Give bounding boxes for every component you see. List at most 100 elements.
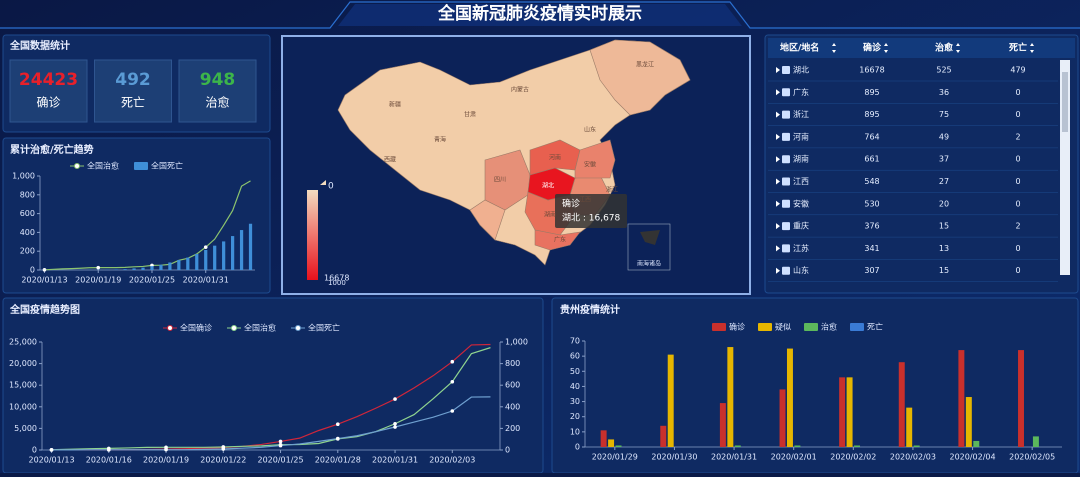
legend-swatch — [850, 323, 864, 331]
region-icon — [782, 88, 790, 96]
x-tick-label: 2020/01/22 — [200, 456, 246, 465]
y-tick-label: 600 — [20, 209, 35, 218]
table-cell: 661 — [864, 155, 879, 164]
visual-map-max-label: 0 — [328, 182, 334, 192]
map-label: 山东 — [584, 126, 596, 134]
y-tick-label: 0 — [30, 266, 35, 275]
table-panel — [765, 35, 1078, 293]
bar — [720, 403, 726, 447]
region-name: 湖北 — [793, 66, 809, 75]
table-cell: 0 — [1015, 155, 1020, 164]
region-name: 江苏 — [793, 243, 809, 253]
map-label: 浙江 — [606, 186, 618, 194]
table-cell: 0 — [1015, 177, 1020, 186]
chart-title: 全国疫情趋势图 — [9, 303, 80, 316]
scroll-thumb[interactable] — [1062, 72, 1068, 132]
x-tick-label: 2020/01/19 — [75, 276, 121, 285]
table-cell: 49 — [939, 132, 949, 141]
table-cell: 307 — [864, 266, 879, 275]
tooltip-text: 湖北 : 16,678 — [562, 213, 621, 224]
region-name: 浙江 — [793, 109, 809, 119]
bar — [240, 230, 243, 270]
map-label: 甘肃 — [464, 111, 476, 119]
x-tick-label: 2020/02/02 — [830, 453, 876, 462]
table-cell: 0 — [1015, 199, 1020, 208]
legend-swatch — [758, 323, 772, 331]
table-cell: 341 — [864, 244, 879, 253]
y2-tick-label: 200 — [505, 424, 520, 433]
bar — [966, 397, 972, 447]
x-tick-label: 2020/01/31 — [183, 276, 229, 285]
stat-label: 确诊 — [36, 96, 60, 110]
region-name: 河南 — [793, 131, 809, 141]
y-tick-label: 5,000 — [14, 424, 37, 433]
y-tick-label: 10,000 — [9, 402, 37, 411]
table-cell: 525 — [936, 66, 951, 75]
x-tick-label: 2020/01/13 — [21, 276, 67, 285]
bar — [231, 236, 234, 270]
bar — [839, 377, 845, 447]
region-icon — [782, 111, 790, 119]
y-tick-label: 400 — [20, 228, 35, 237]
legend-marker — [75, 164, 80, 169]
y-tick-label: 20 — [570, 412, 580, 421]
region-icon — [782, 178, 790, 186]
chart-title: 累计治愈/死亡趋势 — [10, 143, 94, 156]
bar — [141, 268, 144, 270]
line-marker — [50, 448, 54, 452]
bar — [794, 445, 800, 447]
y-tick-label: 20,000 — [9, 359, 37, 368]
map-label: 广东 — [554, 236, 566, 244]
stat-value: 492 — [115, 70, 151, 90]
region-icon — [782, 133, 790, 141]
region-icon — [782, 66, 790, 74]
stats-title: 全国数据统计 — [9, 39, 70, 52]
line-marker — [279, 440, 283, 444]
legend-label: 全国确诊 — [180, 323, 212, 333]
bar — [668, 355, 674, 447]
y-tick-label: 200 — [20, 247, 35, 256]
table-cell: 20 — [939, 199, 949, 208]
table-column-header: 地区/地名 — [780, 42, 819, 54]
bar — [616, 445, 622, 447]
x-tick-label: 2020/01/13 — [28, 456, 74, 465]
line-marker — [336, 422, 340, 426]
bar — [195, 254, 198, 270]
line-marker — [450, 380, 454, 384]
map-label: 青海 — [434, 136, 446, 144]
stat-value: 24423 — [19, 70, 78, 90]
legend-label: 全国治愈 — [87, 161, 119, 171]
table-column-header: 死亡 — [1008, 42, 1027, 54]
bar — [222, 241, 225, 270]
map-label: 河南 — [549, 154, 561, 162]
x-tick-label: 2020/01/28 — [315, 456, 361, 465]
legend-marker — [232, 326, 237, 331]
map-label: 新疆 — [389, 101, 401, 109]
region-name: 湖南 — [793, 154, 809, 164]
bar — [608, 439, 614, 447]
x-tick-label: 2020/02/01 — [771, 453, 817, 462]
table-cell: 37 — [939, 155, 949, 164]
region-icon — [782, 222, 790, 230]
bar — [115, 269, 118, 270]
y-tick-label: 1,000 — [12, 172, 35, 181]
line-marker — [43, 268, 47, 272]
header-title: 全国新冠肺炎疫情实时展示 — [437, 3, 642, 24]
tooltip-title: 确诊 — [562, 198, 580, 210]
line-marker — [393, 397, 397, 401]
x-tick-label: 2020/01/30 — [651, 453, 697, 462]
table-cell: 479 — [1010, 66, 1025, 75]
x-tick-label: 2020/01/29 — [592, 453, 638, 462]
table-cell: 13 — [939, 244, 949, 253]
bar — [899, 362, 905, 447]
bar — [787, 349, 793, 447]
map-label: 内蒙古 — [511, 86, 529, 94]
chart-title: 贵州疫情统计 — [560, 303, 620, 316]
table-cell: 548 — [864, 177, 879, 186]
line-marker — [450, 409, 454, 413]
region-name: 江西 — [793, 177, 809, 186]
y-tick-label: 30 — [570, 397, 580, 406]
bar — [186, 258, 189, 270]
bar — [168, 262, 171, 270]
bar — [735, 445, 741, 447]
